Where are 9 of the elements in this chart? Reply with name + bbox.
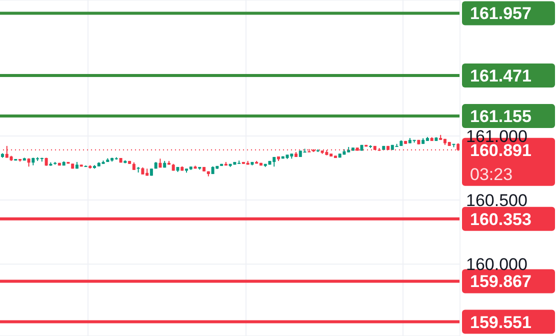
y-tick-label: 160.500	[466, 191, 528, 210]
ref-line-label: 161.957	[470, 4, 532, 24]
y-tick-label: 160.000	[466, 255, 528, 274]
ref-line-label: 159.551	[470, 312, 532, 332]
ref-line-label: 161.471	[470, 66, 532, 86]
ref-line-label: 161.155	[470, 107, 532, 126]
ref-line-label: 160.353	[470, 210, 532, 229]
text: 03:23	[470, 164, 513, 184]
ref-line-label: 159.867	[470, 272, 532, 292]
